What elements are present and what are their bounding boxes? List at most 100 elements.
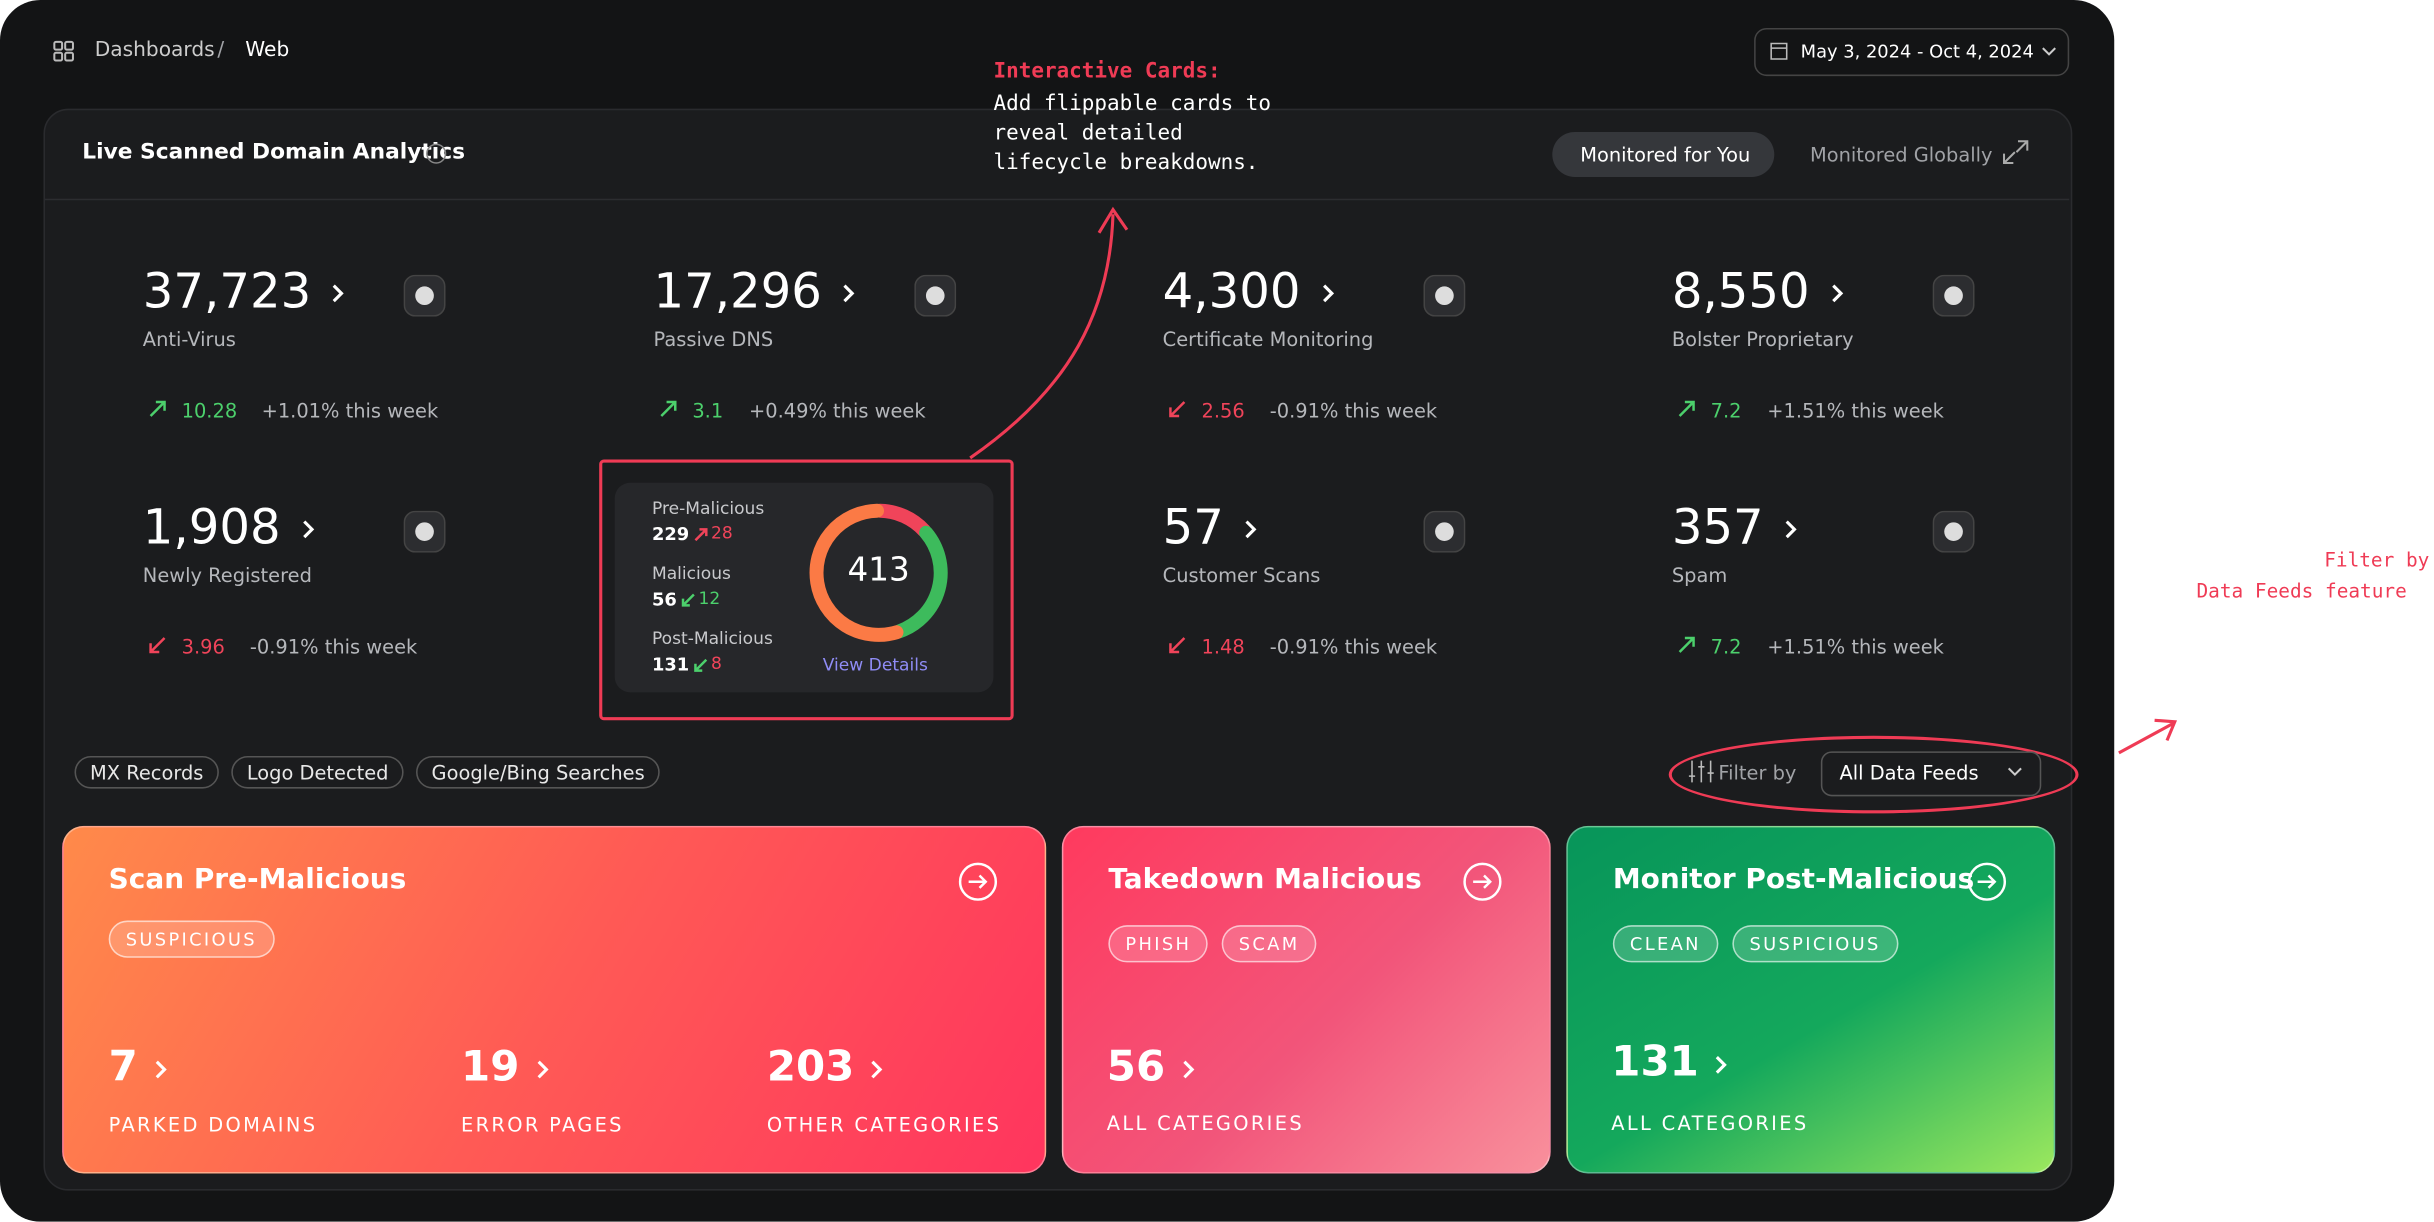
tab[interactable]: Monitored Globally <box>1809 142 1993 167</box>
tag: SUSPICIOUS <box>1732 925 1898 963</box>
metric-icon <box>403 274 446 317</box>
highlight-ellipse <box>1668 735 2079 814</box>
date-picker[interactable] <box>1754 27 2070 77</box>
metric-note: -0.91% this week <box>1269 398 1438 423</box>
chevron <box>1183 1060 1195 1079</box>
metric-value: 17,296 <box>653 263 822 320</box>
metric-note: -0.91% this week <box>249 634 418 659</box>
trend-arrow <box>149 400 166 417</box>
highlight-box <box>599 459 1014 721</box>
annotation-text: Add flippable cards to reveal detailed l… <box>993 91 1272 176</box>
view-details[interactable]: View Details <box>822 655 928 676</box>
chip[interactable]: Logo Detected <box>231 755 405 789</box>
metric-change: 10.28 <box>181 398 238 423</box>
stat-label: OTHER CATEGORIES <box>766 1112 1002 1137</box>
stat-value: 203 <box>766 1043 855 1092</box>
stat-value: 131 <box>1611 1038 1699 1087</box>
chevron <box>1832 284 1844 303</box>
chip[interactable]: Google/Bing Searches <box>416 755 661 789</box>
trend-arrow <box>681 593 695 607</box>
chevron <box>537 1060 549 1079</box>
metric-note: +1.01% this week <box>261 398 439 423</box>
action-card[interactable]: Monitor Post-Malicious CLEAN SUSPICIOUS 131… <box>1566 825 2056 1174</box>
donut <box>809 503 948 642</box>
donut-segment <box>892 525 948 639</box>
chevron <box>1245 520 1257 539</box>
card-title: Takedown Malicious <box>1108 863 1422 896</box>
annotation-title: Filter by <box>2324 547 2430 572</box>
chevron <box>843 284 855 303</box>
trend-arrow <box>1678 400 1695 417</box>
metric-icon <box>1932 274 1975 317</box>
trend-arrow <box>694 528 708 542</box>
tab[interactable]: Monitored for You <box>1580 142 1751 167</box>
chevron <box>332 284 344 303</box>
metric-change: 1.48 <box>1201 634 1245 659</box>
metric-label: Newly Registered <box>142 563 312 587</box>
trend-arrow <box>694 658 708 672</box>
stat-value: 19 <box>461 1043 520 1092</box>
tag: CLEAN <box>1612 925 1718 963</box>
trend-arrow <box>1169 637 1186 654</box>
arrow <box>2118 718 2178 755</box>
chevron <box>871 1060 883 1079</box>
metric-icon <box>403 510 446 553</box>
chevron <box>1785 520 1797 539</box>
metric-icon <box>1423 274 1466 317</box>
metric-value: 1,908 <box>142 499 281 556</box>
metric-value: 37,723 <box>142 263 312 320</box>
metric-note: +1.51% this week <box>1767 634 1944 659</box>
metric-label: Bolster Proprietary <box>1671 327 1854 351</box>
donut-segment <box>809 503 904 642</box>
tag: SCAM <box>1221 925 1317 963</box>
stat-label: ERROR PAGES <box>461 1112 624 1137</box>
metric-label: Certificate Monitoring <box>1162 327 1374 351</box>
tag: SUSPICIOUS <box>108 920 275 958</box>
card-link-icon[interactable] <box>1967 862 2007 902</box>
separator: / <box>217 38 225 63</box>
tab-active[interactable] <box>1552 131 1775 177</box>
metric-change: 7.2 <box>1710 398 1742 423</box>
chevron <box>155 1060 167 1079</box>
chip[interactable]: MX Records <box>74 755 219 789</box>
card-title: Monitor Post-Malicious <box>1612 863 1975 896</box>
card-link-icon[interactable] <box>958 862 998 902</box>
metric-value: 357 <box>1671 499 1764 556</box>
metric-value: 8,550 <box>1671 263 1810 320</box>
metric-change: 3.1 <box>692 398 724 423</box>
metric-value: 57 <box>1162 499 1224 556</box>
card-title: Scan Pre-Malicious <box>108 863 407 896</box>
metric-note: +0.49% this week <box>748 398 926 423</box>
breakdown-label: Pre-Malicious <box>651 498 765 519</box>
annotation-text: Data Feeds feature <box>2196 579 2407 603</box>
filter-value: All Data Feeds <box>1839 760 1979 784</box>
metric-change: 7.2 <box>1710 634 1742 659</box>
trend-arrow <box>1678 636 1695 653</box>
stat-label: PARKED DOMAINS <box>108 1112 318 1137</box>
breadcrumb[interactable]: Web <box>245 38 290 63</box>
tag: PHISH <box>1108 925 1209 963</box>
chevron <box>1715 1056 1727 1074</box>
breakdown-total: 413 <box>847 551 910 589</box>
breakdown-delta: 12 <box>698 588 721 609</box>
breakdown-card[interactable] <box>614 482 994 693</box>
chevron <box>1323 284 1335 303</box>
chevron <box>303 520 315 539</box>
metric-label: Customer Scans <box>1162 563 1321 587</box>
stat-label: ALL CATEGORIES <box>1611 1111 1809 1135</box>
card-link-icon[interactable] <box>1462 862 1502 902</box>
breadcrumb[interactable]: Dashboards <box>94 38 215 63</box>
metric-change: 2.56 <box>1201 398 1245 423</box>
stat-value: 7 <box>108 1043 138 1092</box>
action-card[interactable]: Scan Pre-Malicious SUSPICIOUS 7 PARKED DOMA… <box>62 825 1047 1174</box>
metric-value: 4,300 <box>1162 263 1301 320</box>
metric-label: Passive DNS <box>653 327 774 351</box>
metric-label: Anti-Virus <box>142 327 236 351</box>
annotation-title: Interactive Cards: <box>993 58 1221 84</box>
trend-arrow <box>1169 401 1186 418</box>
breakdown-delta: 8 <box>710 653 722 674</box>
grid-icon <box>53 40 74 62</box>
metric-icon <box>1423 510 1466 553</box>
action-card[interactable]: Takedown Malicious PHISH SCAM 56 ALL CATEGOR… <box>1061 825 1551 1174</box>
